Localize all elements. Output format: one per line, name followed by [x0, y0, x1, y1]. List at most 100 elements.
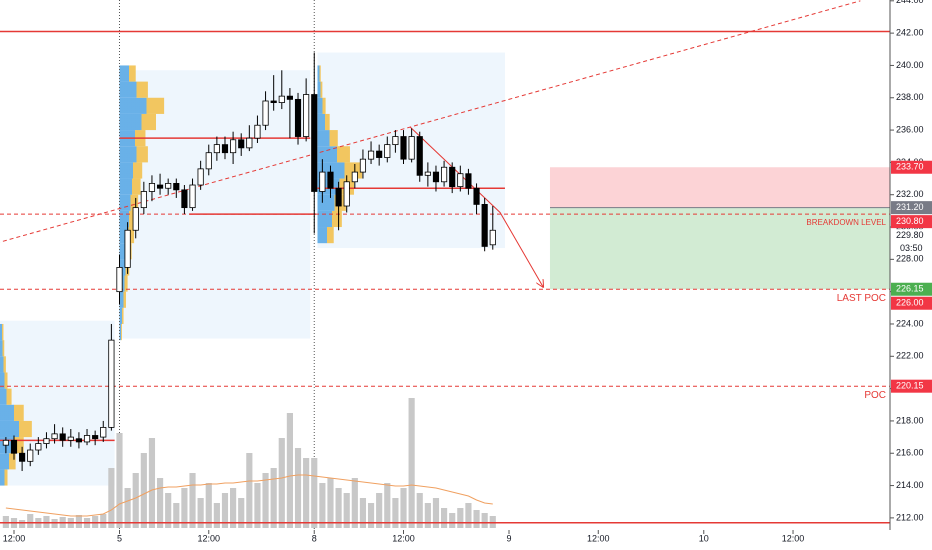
- level-label: POC: [864, 390, 886, 401]
- volume-bar: [108, 468, 115, 528]
- y-tick-label: 244.00: [896, 0, 924, 5]
- price-tag-label: 226.00: [896, 298, 924, 308]
- profile-bar: [317, 210, 342, 228]
- x-tick-label: 12:00: [197, 533, 220, 543]
- y-tick-label: 228.00: [896, 254, 924, 264]
- candle-body: [92, 435, 99, 440]
- profile-bar: [0, 404, 24, 421]
- volume-bar: [351, 478, 358, 528]
- profile-bar: [119, 178, 141, 195]
- price-tag: [891, 282, 932, 296]
- profile-bar: [119, 81, 148, 98]
- y-tick-label: 214.00: [896, 480, 924, 490]
- volume-bar: [335, 488, 342, 528]
- candle-body: [197, 168, 204, 186]
- candle-body: [465, 173, 472, 189]
- volume-bar: [392, 498, 399, 528]
- target-zone: [549, 207, 890, 290]
- price-tag: [891, 201, 932, 215]
- candle-body: [400, 136, 407, 160]
- candle-body: [416, 136, 423, 176]
- volume-bar: [27, 514, 34, 528]
- profile-bar: [317, 227, 334, 244]
- volume-bar: [156, 478, 164, 528]
- price-tag: [891, 296, 932, 310]
- volume-bar: [343, 493, 350, 528]
- profile-bar: [119, 162, 143, 179]
- profile-bar: [119, 291, 126, 308]
- price-tag-label: 233.70: [896, 162, 924, 172]
- profile-bar: [0, 388, 12, 405]
- y-tick-label: 212.00: [896, 512, 924, 522]
- profile-bar: [119, 307, 124, 324]
- profile-bar: [0, 372, 8, 389]
- volume-bar: [465, 503, 472, 528]
- candle-body: [359, 158, 367, 173]
- volume-bar: [246, 453, 253, 528]
- profile-bar: [0, 420, 32, 438]
- candle-body: [2, 439, 9, 446]
- volume-bar: [408, 398, 415, 528]
- profile-bar: [317, 146, 350, 163]
- x-tick-label: 5: [117, 533, 122, 543]
- candle-body: [43, 438, 50, 444]
- candle-body: [376, 150, 383, 158]
- candle-body: [75, 438, 82, 443]
- profile-bar: [0, 469, 8, 486]
- volume-bar: [148, 438, 156, 528]
- price-tag-label: 220.15: [896, 381, 924, 391]
- candle-body: [108, 339, 115, 428]
- candle-body: [27, 449, 34, 462]
- candle-body: [473, 187, 480, 205]
- volume-bar: [181, 488, 188, 528]
- volume-bar: [457, 508, 464, 528]
- price-tag-label: 231.20: [896, 202, 924, 212]
- volume-bar: [75, 515, 83, 528]
- volume-bar: [205, 483, 212, 528]
- candle-body: [319, 171, 326, 192]
- x-tick-label: 12:00: [392, 533, 415, 543]
- volume-bar: [262, 473, 269, 528]
- y-tick-label: 242.00: [896, 28, 924, 38]
- candle-body: [83, 435, 91, 443]
- price-tag: [891, 229, 932, 243]
- candle-body: [408, 136, 415, 160]
- price-tag-label: 229.80: [896, 230, 924, 240]
- volume-bar: [197, 498, 204, 528]
- volume-bar: [254, 483, 261, 528]
- candle-body: [156, 184, 164, 189]
- candle-body: [432, 171, 440, 183]
- y-tick-label: 232.00: [896, 189, 924, 199]
- candle-body: [165, 182, 172, 189]
- volume-bar: [481, 513, 488, 528]
- candle-body: [140, 191, 147, 209]
- candle-body: [173, 182, 180, 191]
- candle-body: [311, 94, 318, 192]
- candle-body: [205, 152, 212, 170]
- candle-body: [148, 182, 156, 192]
- profile-bar: [0, 323, 4, 341]
- price-tag: [891, 379, 932, 393]
- profile-bar: [119, 259, 130, 276]
- countdown: 03:50: [900, 243, 923, 253]
- volume-bar: [173, 503, 180, 528]
- volume-ma: [5, 474, 493, 517]
- volume-bar: [189, 473, 196, 528]
- profile-bar: [119, 65, 136, 82]
- price-tag-label: 226.15: [896, 284, 924, 294]
- candle-body: [246, 137, 253, 149]
- candle-body: [424, 171, 431, 176]
- volume-bar: [367, 503, 375, 528]
- y-tick-label: 222.00: [896, 351, 924, 361]
- x-tick-label: 10: [699, 533, 709, 543]
- volume-bar: [359, 498, 367, 528]
- volume-bar: [270, 468, 277, 528]
- volume-bar: [286, 413, 293, 528]
- volume-bar: [311, 458, 318, 528]
- stop-zone: [549, 167, 890, 208]
- candle-body: [189, 184, 196, 209]
- candle-body: [124, 229, 131, 268]
- x-tick-label: 12:00: [587, 533, 610, 543]
- volume-bar: [116, 433, 123, 528]
